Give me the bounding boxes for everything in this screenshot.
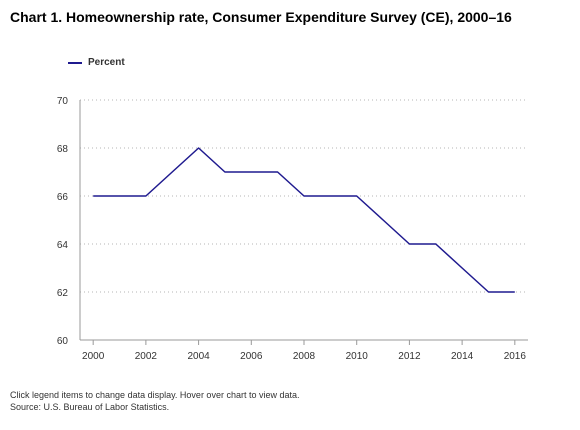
line-chart[interactable]: 60 62 64 66 68 70 2000 2002 2004 2006 2008 2010 201…: [0, 0, 580, 385]
data-point[interactable]: [275, 169, 281, 175]
legend-item-percent[interactable]: Percent: [68, 57, 125, 68]
legend-label: Percent: [88, 57, 125, 68]
y-tick-label: 70: [57, 96, 69, 107]
x-tick-label: 2016: [504, 351, 527, 362]
data-point[interactable]: [301, 193, 307, 199]
legend-line-icon: [68, 61, 82, 64]
data-point[interactable]: [459, 265, 465, 271]
data-point[interactable]: [380, 217, 386, 223]
x-tick-label: 2006: [240, 351, 263, 362]
y-axis-ticks: 60 62 64 66 68 70: [57, 96, 69, 347]
data-point[interactable]: [485, 289, 491, 295]
chart-footer: Click legend items to change data displa…: [10, 389, 299, 413]
data-point[interactable]: [90, 193, 96, 199]
x-tick-label: 2004: [187, 351, 210, 362]
y-tick-label: 68: [57, 144, 69, 155]
data-point[interactable]: [512, 289, 518, 295]
data-point[interactable]: [354, 193, 360, 199]
x-tick-label: 2000: [82, 351, 105, 362]
x-tick-label: 2010: [346, 351, 369, 362]
data-point[interactable]: [327, 193, 333, 199]
data-point[interactable]: [117, 193, 123, 199]
axes: [79, 100, 528, 341]
footer-source: Source: U.S. Bureau of Labor Statistics.: [10, 402, 170, 412]
data-point[interactable]: [196, 145, 202, 151]
chart-title: Chart 1. Homeownership rate, Consumer Ex…: [10, 9, 512, 25]
x-tick-label: 2002: [135, 351, 158, 362]
data-point[interactable]: [406, 241, 412, 247]
data-point[interactable]: [143, 193, 149, 199]
series-lines: [90, 145, 518, 295]
data-point[interactable]: [169, 169, 175, 175]
y-tick-label: 60: [57, 336, 69, 347]
data-point[interactable]: [222, 169, 228, 175]
footer-note: Click legend items to change data displa…: [10, 390, 300, 400]
y-tick-label: 66: [57, 192, 69, 203]
data-point[interactable]: [248, 169, 254, 175]
series-line-percent: [93, 147, 515, 293]
x-axis-ticks: 2000 2002 2004 2006 2008 2010 2012 2014 2016: [82, 340, 526, 362]
x-tick-label: 2012: [398, 351, 421, 362]
x-tick-label: 2008: [293, 351, 316, 362]
data-point[interactable]: [433, 241, 439, 247]
y-tick-label: 62: [57, 288, 69, 299]
x-tick-label: 2014: [451, 351, 474, 362]
y-tick-label: 64: [57, 240, 69, 251]
